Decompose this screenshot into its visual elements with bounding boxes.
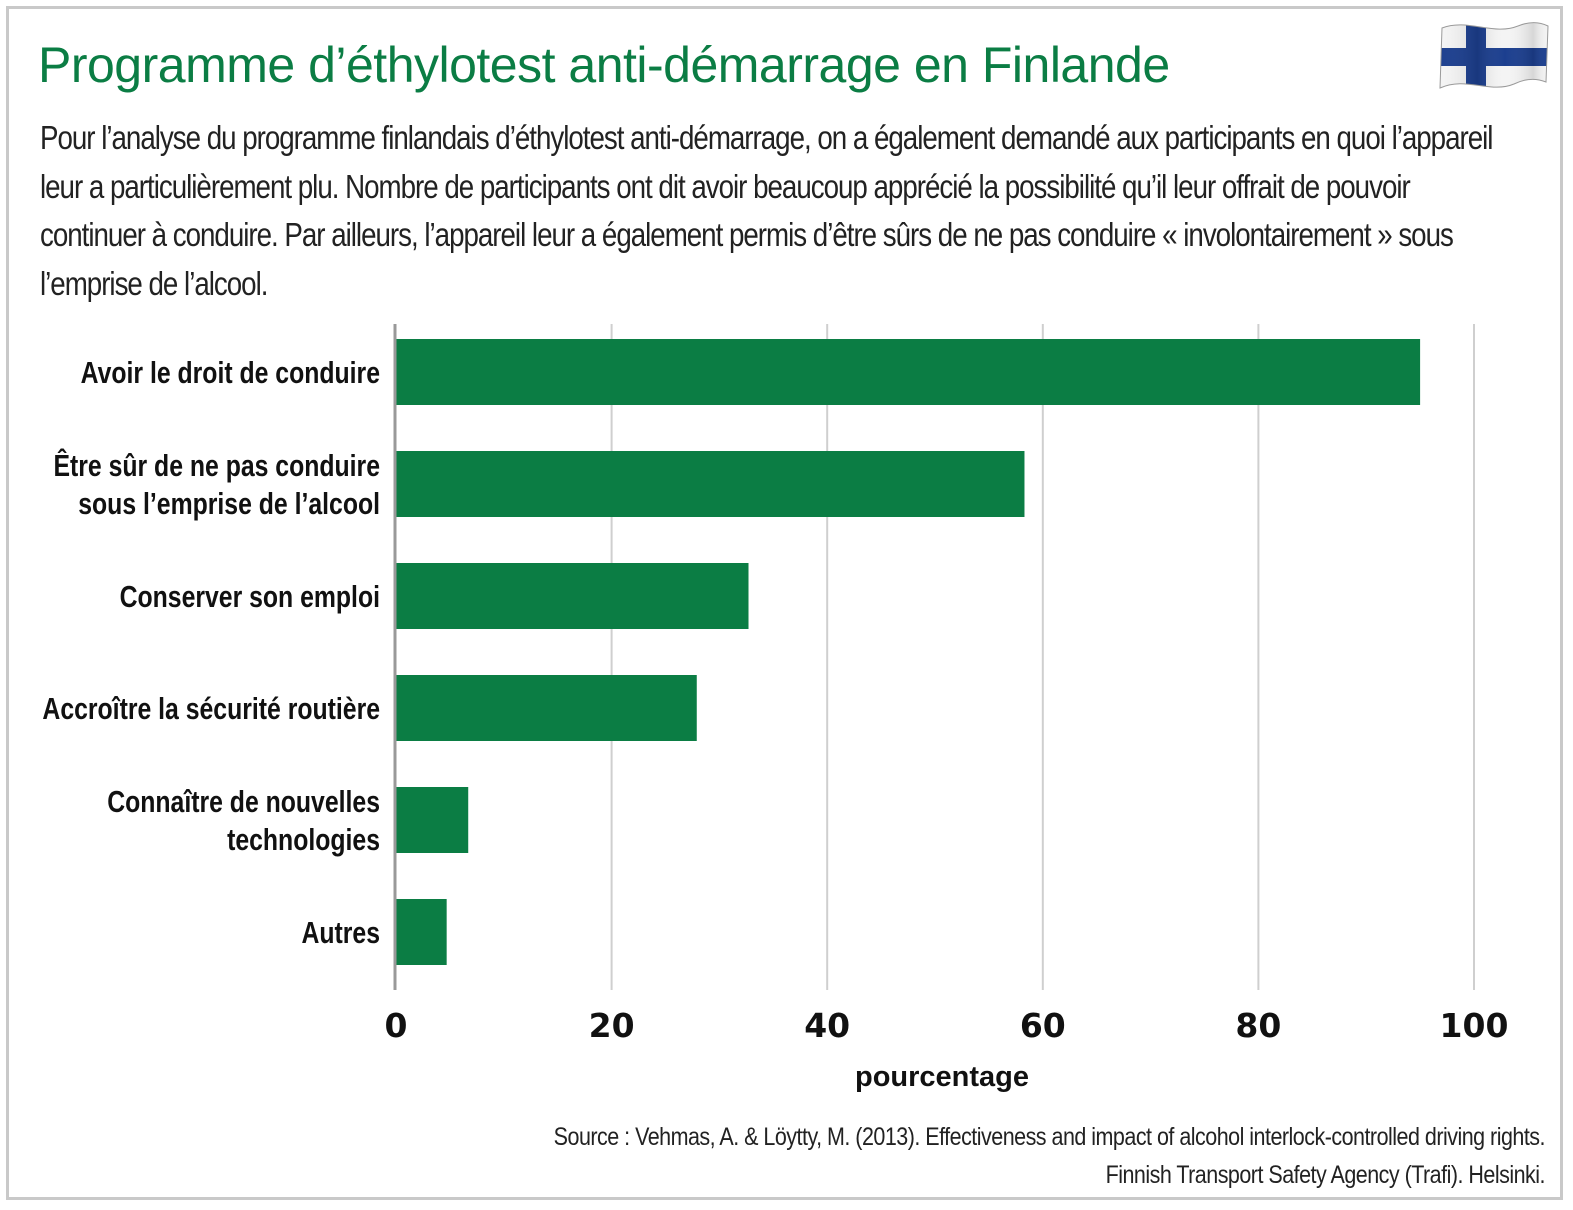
category-label: Accroître la sécurité routière	[42, 691, 380, 725]
category-label: Avoir le droit de conduire	[81, 355, 380, 389]
figure-frame	[6, 6, 1563, 1200]
x-axis-title: pourcentage	[855, 1061, 1029, 1093]
bar	[396, 899, 447, 965]
category-label: Connaître de nouvelles technologies	[107, 784, 380, 856]
bar	[396, 339, 1421, 405]
bar	[396, 563, 749, 629]
tick-labels: 0 20 40 60 80 100	[385, 1006, 1509, 1045]
bar	[396, 675, 697, 741]
source-line-1: Source : Vehmas, A. & Löytty, M. (2013).…	[553, 1123, 1546, 1151]
chart-description: Pour l’analyse du programme finlandais d…	[40, 119, 1493, 302]
x-tick-label: 100	[1440, 1006, 1509, 1045]
x-tick-label: 0	[385, 1006, 408, 1045]
chart-title: Programme d’éthylotest anti-démarrage en…	[38, 37, 1170, 93]
x-tick-label: 40	[804, 1006, 850, 1045]
category-label: Autres	[301, 915, 380, 949]
x-tick-label: 20	[589, 1006, 635, 1045]
bar	[396, 787, 469, 853]
source-line-2: Finnish Transport Safety Agency (Trafi).…	[1105, 1161, 1546, 1189]
category-label: Être sûr de ne pas conduire sous l’empris…	[53, 448, 380, 520]
x-tick-label: 60	[1020, 1006, 1066, 1045]
finland-flag-icon	[1439, 22, 1549, 89]
x-tick-label: 80	[1235, 1006, 1281, 1045]
bar	[396, 451, 1025, 517]
bars	[396, 339, 1421, 965]
category-labels: Avoir le droit de conduire Être sûr de ne…	[42, 355, 380, 949]
category-label: Conserver son emploi	[120, 579, 380, 613]
source-note: Source : Vehmas, A. & Löytty, M. (2013).…	[427, 1118, 1546, 1194]
grid-lines	[610, 324, 1475, 990]
